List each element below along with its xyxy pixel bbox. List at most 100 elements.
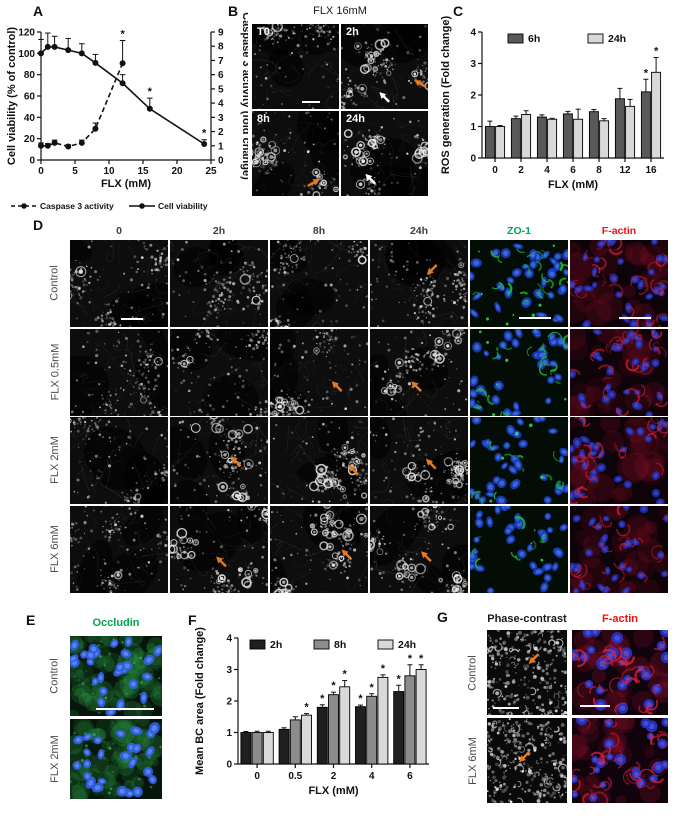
svg-text:4: 4 <box>218 99 224 110</box>
micro-image-d-1-3 <box>370 328 468 416</box>
svg-text:2: 2 <box>470 91 476 102</box>
row-label: Control <box>49 265 61 301</box>
svg-text:5: 5 <box>218 84 224 95</box>
micro-image-d-2-2 <box>270 417 368 504</box>
svg-text:7: 7 <box>218 56 224 67</box>
scale-bar <box>493 706 520 709</box>
panel-f-chart: 0 1 2 3 4 0 0.5 2 4 6 * * * * * * * * * * 2h 8h 24h FLX (mM) Mea… <box>192 614 437 818</box>
svg-text:24h: 24h <box>398 639 416 651</box>
svg-text:4: 4 <box>544 165 550 176</box>
image-time-label: 2h <box>346 26 359 38</box>
row-label: Control <box>49 658 61 694</box>
micro-image-d-3-1 <box>170 505 268 593</box>
row-label: FLX 6mM <box>49 524 61 573</box>
scale-bar <box>302 100 321 103</box>
panel-d-label: D <box>33 217 44 233</box>
row-label: FLX 0.5mM <box>49 343 62 401</box>
column-header-24h: 24h <box>409 225 429 237</box>
svg-text:Cell viability: Cell viability <box>158 201 208 211</box>
micro-image-d-3-3 <box>370 505 468 593</box>
svg-text:2: 2 <box>218 127 224 138</box>
panel-b-title: FLX 16mM <box>313 5 367 17</box>
column-header-zo-1: ZO-1 <box>507 225 531 237</box>
micro-image-b-2: 8h <box>252 111 339 196</box>
svg-text:4: 4 <box>470 28 476 39</box>
svg-text:15: 15 <box>137 166 149 177</box>
micro-image-d-1-2 <box>270 328 368 416</box>
g-column-header-f-actin: F-actin <box>601 613 639 625</box>
svg-text:1: 1 <box>218 141 224 152</box>
svg-text:3: 3 <box>226 665 232 676</box>
row-label: FLX 2mM <box>49 735 61 783</box>
micro-image-d-1-4 <box>470 328 568 416</box>
svg-text:0: 0 <box>492 165 498 176</box>
svg-text:1: 1 <box>226 728 232 739</box>
svg-text:2: 2 <box>226 697 232 708</box>
micro-image-d-0-5 <box>570 240 668 327</box>
svg-text:80: 80 <box>24 70 36 81</box>
svg-text:12: 12 <box>619 165 631 176</box>
svg-text:10: 10 <box>103 166 115 177</box>
svg-text:120: 120 <box>18 28 35 39</box>
row-label: FLX 6mM <box>467 736 479 785</box>
svg-text:FLX (mM): FLX (mM) <box>308 785 358 797</box>
svg-text:*: * <box>120 29 125 41</box>
panel-c-label: C <box>453 3 464 19</box>
scale-bar <box>519 316 551 319</box>
svg-text:1: 1 <box>470 122 476 133</box>
micro-image-e-0 <box>70 636 162 716</box>
svg-text:2: 2 <box>331 771 337 782</box>
column-header-0: 0 <box>116 225 122 237</box>
micro-image-d-2-3 <box>370 417 468 504</box>
svg-text:0: 0 <box>29 156 35 167</box>
scale-bar <box>579 704 610 707</box>
svg-text:2: 2 <box>518 165 524 176</box>
svg-text:20: 20 <box>24 134 36 145</box>
micro-image-d-0-1 <box>170 240 268 327</box>
micro-image-d-0-0 <box>70 240 168 327</box>
micro-image-d-3-2 <box>270 505 368 593</box>
micro-image-d-3-5 <box>570 505 668 593</box>
svg-text:0.5: 0.5 <box>288 771 302 782</box>
micro-image-d-2-1 <box>170 417 268 504</box>
svg-text:FLX (mM): FLX (mM) <box>101 178 151 190</box>
svg-text:*: * <box>331 680 336 692</box>
svg-text:8: 8 <box>218 42 224 53</box>
micro-image-g-0-0 <box>487 630 567 715</box>
micro-image-b-0: T0 <box>252 24 339 109</box>
svg-text:25: 25 <box>205 166 217 177</box>
svg-text:24h: 24h <box>608 33 626 45</box>
image-time-label: 24h <box>346 113 365 125</box>
panel-b-label: B <box>228 3 239 19</box>
svg-text:4: 4 <box>226 634 232 645</box>
svg-text:FLX (mM): FLX (mM) <box>548 179 598 191</box>
micro-image-d-2-4 <box>470 417 568 504</box>
svg-text:*: * <box>397 673 402 685</box>
svg-text:9: 9 <box>218 28 224 39</box>
svg-text:*: * <box>381 663 386 675</box>
svg-text:6h: 6h <box>528 33 540 45</box>
image-time-label: 8h <box>257 113 270 125</box>
g-column-header-phase-contrast: Phase-contrast <box>487 613 567 625</box>
svg-text:0: 0 <box>38 166 44 177</box>
micro-image-b-3: 24h <box>341 111 428 196</box>
svg-text:*: * <box>202 128 207 140</box>
svg-text:0: 0 <box>226 760 232 771</box>
panel-g-label: G <box>437 609 448 625</box>
micro-image-d-3-4 <box>470 505 568 593</box>
svg-text:*: * <box>320 693 325 705</box>
svg-text:40: 40 <box>24 113 36 124</box>
svg-text:20: 20 <box>171 166 183 177</box>
panel-a-chart: 0 20 40 60 80 100 120 0 1 2 3 4 5 6 7 8 9 0 5 10 15 20 25 FLX (… <box>5 12 252 221</box>
row-label: Control <box>467 654 479 691</box>
panel-e-label: E <box>26 612 36 628</box>
panel-a-label: A <box>33 3 44 19</box>
svg-text:ROS generation (Fold change): ROS generation (Fold change) <box>440 16 452 175</box>
svg-text:*: * <box>358 693 363 705</box>
image-time-label: T0 <box>257 26 270 38</box>
svg-text:*: * <box>370 682 375 694</box>
scale-bar <box>120 318 143 321</box>
scale-bar <box>95 708 154 710</box>
micro-image-g-0-1 <box>572 630 668 715</box>
micro-image-d-2-5 <box>570 417 668 504</box>
